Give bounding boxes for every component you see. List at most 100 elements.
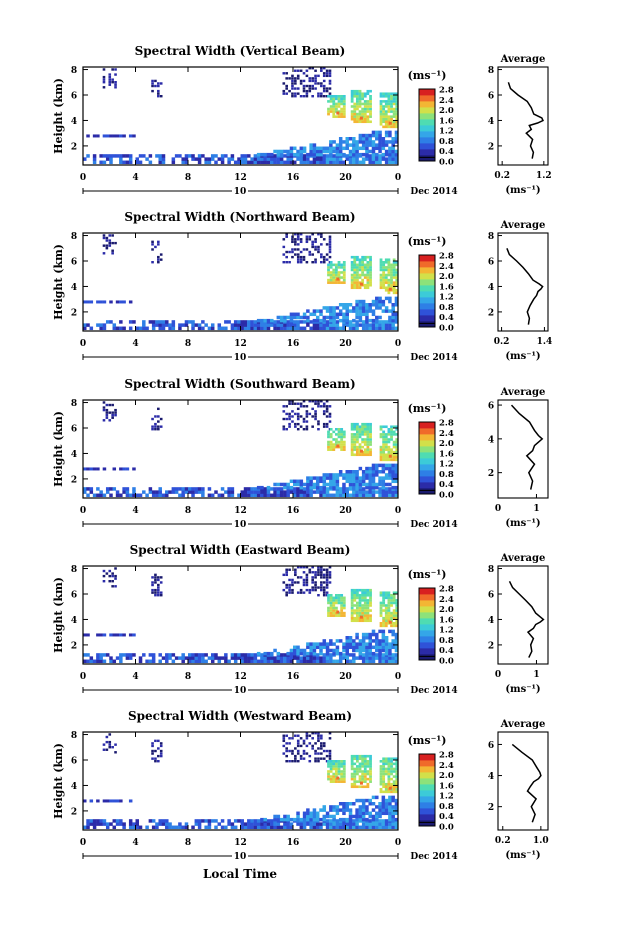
convective-layer-cell <box>299 648 304 653</box>
precipitation-cell <box>369 599 372 602</box>
convective-layer-cell <box>355 642 359 646</box>
convective-layer-cell <box>329 309 333 313</box>
convective-layer-cell <box>352 309 356 313</box>
upper-cloud-cell <box>291 74 294 78</box>
convective-layer-cell <box>375 805 379 809</box>
convective-layer-cell <box>299 482 304 487</box>
precipitation-cell <box>387 266 391 269</box>
precipitation-cell <box>342 611 346 615</box>
upper-cloud-cell <box>314 258 317 261</box>
convective-layer-cell <box>345 636 349 640</box>
boundary-layer-cell <box>191 825 195 830</box>
boundary-layer-cell <box>197 160 202 165</box>
boundary-layer-cell <box>342 822 346 826</box>
precipitation-cell <box>387 428 391 431</box>
convective-layer-cell <box>388 470 392 474</box>
colorbar-segment <box>419 630 435 637</box>
y-tick-label: 2 <box>71 142 77 152</box>
precipitation-cell <box>358 258 362 262</box>
precipitation-cell <box>392 283 396 287</box>
boundary-layer-cell <box>250 490 254 494</box>
colorbar-segment <box>419 149 435 156</box>
precipitation-cell <box>363 266 367 269</box>
convective-layer-cell <box>355 299 359 304</box>
upper-cloud-cell <box>305 576 309 579</box>
boundary-layer-cell <box>338 326 343 331</box>
boundary-layer-cell <box>96 822 100 826</box>
convective-layer-cell <box>394 463 398 468</box>
low-layer-cell <box>105 134 110 138</box>
precipitation-cell <box>356 117 359 121</box>
precipitation-cell <box>363 102 367 106</box>
upper-cloud-cell <box>111 234 114 237</box>
colorbar-tick-label: 2.8 <box>439 751 454 761</box>
boundary-layer-cell <box>293 656 297 660</box>
precipitation-cell <box>387 762 391 766</box>
convective-layer-cell <box>348 808 353 812</box>
boundary-layer-cell <box>233 659 238 664</box>
average-y-tick-label: 2 <box>488 469 494 479</box>
boundary-layer-cell <box>355 320 359 324</box>
precipitation-cell <box>335 97 338 101</box>
convective-layer-cell <box>384 143 389 147</box>
x-tick-label: 0 <box>395 173 401 183</box>
upper-cloud-cell <box>320 95 323 98</box>
boundary-layer-cell <box>204 653 208 657</box>
upper-cloud-cell <box>302 400 306 403</box>
boundary-layer-cell <box>368 157 372 161</box>
precipitation-cell <box>392 102 396 106</box>
low-layer-cell <box>96 633 100 637</box>
convective-layer-cell <box>378 802 382 806</box>
boundary-layer-cell <box>233 653 238 657</box>
convective-layer-cell <box>296 479 300 484</box>
convective-layer-cell <box>283 817 287 822</box>
upper-cloud-cell <box>159 417 163 421</box>
upper-cloud-cell <box>311 586 314 589</box>
upper-cloud-cell <box>320 69 323 72</box>
boundary-layer-cell <box>378 160 382 165</box>
boundary-layer-cell <box>322 160 327 165</box>
boundary-layer-cell <box>306 160 310 165</box>
low-layer-cell <box>109 300 113 304</box>
convective-layer-cell <box>348 473 353 477</box>
upper-cloud-cell <box>151 428 154 431</box>
convective-layer-cell <box>355 814 359 819</box>
boundary-layer-cell <box>119 160 123 165</box>
colorbar-segment <box>419 636 435 643</box>
upper-cloud-cell <box>288 412 291 416</box>
precipitation-cell <box>392 433 396 436</box>
precipitation-cell <box>384 788 388 791</box>
boundary-layer-cell <box>191 154 195 158</box>
convective-layer-cell <box>394 811 398 816</box>
upper-cloud-cell <box>282 744 286 748</box>
convective-layer-cell <box>289 152 294 157</box>
convective-layer-cell <box>329 482 333 487</box>
precipitation-cell <box>392 440 396 444</box>
boundary-layer-cell <box>391 490 395 494</box>
boundary-layer-cell <box>194 487 199 491</box>
precipitation-cell <box>395 112 398 116</box>
boundary-layer-cell <box>378 493 382 498</box>
precipitation-cell <box>387 614 391 617</box>
precipitation-cell <box>340 97 344 101</box>
colorbar-tick-label: 0.8 <box>439 303 454 313</box>
precipitation-cell <box>353 762 357 766</box>
precipitation-cell <box>384 456 388 459</box>
convective-layer-cell <box>325 309 330 313</box>
boundary-layer-cell <box>391 653 395 657</box>
upper-cloud-cell <box>322 84 326 88</box>
precipitation-cell <box>332 601 336 605</box>
upper-cloud-cell <box>314 417 317 421</box>
x-axis-label: Local Time <box>203 867 277 881</box>
upper-cloud-cell <box>296 581 300 584</box>
convective-layer-cell <box>286 149 290 154</box>
boundary-layer-cell <box>286 825 290 830</box>
boundary-layer-cell <box>102 822 107 826</box>
precipitation-cell <box>392 445 396 449</box>
low-layer-cell <box>128 633 133 637</box>
upper-cloud-cell <box>328 737 332 740</box>
precipitation-cell <box>353 609 357 612</box>
precipitation-cell <box>382 110 386 113</box>
precipitation-cell <box>379 624 383 628</box>
boundary-layer-cell <box>253 819 258 823</box>
